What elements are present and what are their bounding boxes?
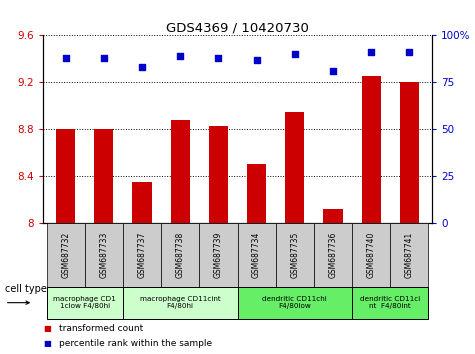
Point — [215, 55, 222, 61]
Text: dendritic CD11ci
nt  F4/80int: dendritic CD11ci nt F4/80int — [360, 296, 420, 309]
Bar — [56, 129, 75, 354]
Text: GSM687741: GSM687741 — [405, 232, 414, 278]
Text: ■: ■ — [44, 324, 51, 333]
Point — [329, 68, 337, 74]
Point — [138, 64, 146, 70]
Point — [406, 50, 413, 55]
Text: percentile rank within the sample: percentile rank within the sample — [59, 339, 212, 348]
Text: dendritic CD11chi
F4/80low: dendritic CD11chi F4/80low — [262, 296, 327, 309]
Text: cell type: cell type — [5, 284, 47, 293]
Text: GSM687732: GSM687732 — [61, 232, 70, 278]
Point — [291, 51, 299, 57]
Bar — [171, 120, 190, 354]
Text: GSM687739: GSM687739 — [214, 232, 223, 278]
Bar — [209, 126, 228, 354]
Text: GSM687734: GSM687734 — [252, 232, 261, 278]
Point — [62, 55, 69, 61]
Text: transformed count: transformed count — [59, 324, 143, 333]
Text: GSM687737: GSM687737 — [138, 232, 146, 278]
Text: GSM687738: GSM687738 — [176, 232, 185, 278]
Point — [253, 57, 260, 63]
Bar — [133, 182, 152, 354]
Text: macrophage CD1
1clow F4/80hi: macrophage CD1 1clow F4/80hi — [53, 296, 116, 309]
Point — [176, 53, 184, 59]
Text: GSM687736: GSM687736 — [329, 232, 337, 278]
Text: ■: ■ — [44, 339, 51, 348]
Bar — [285, 112, 304, 354]
Text: GSM687735: GSM687735 — [290, 232, 299, 278]
Bar — [400, 82, 419, 354]
Bar — [95, 129, 114, 354]
Text: GSM687740: GSM687740 — [367, 232, 376, 278]
Bar — [361, 76, 380, 354]
Title: GDS4369 / 10420730: GDS4369 / 10420730 — [166, 21, 309, 34]
Point — [367, 50, 375, 55]
Point — [100, 55, 108, 61]
Text: GSM687733: GSM687733 — [99, 232, 108, 278]
Bar — [247, 164, 266, 354]
Bar — [323, 209, 342, 354]
Text: macrophage CD11cint
F4/80hi: macrophage CD11cint F4/80hi — [140, 296, 220, 309]
